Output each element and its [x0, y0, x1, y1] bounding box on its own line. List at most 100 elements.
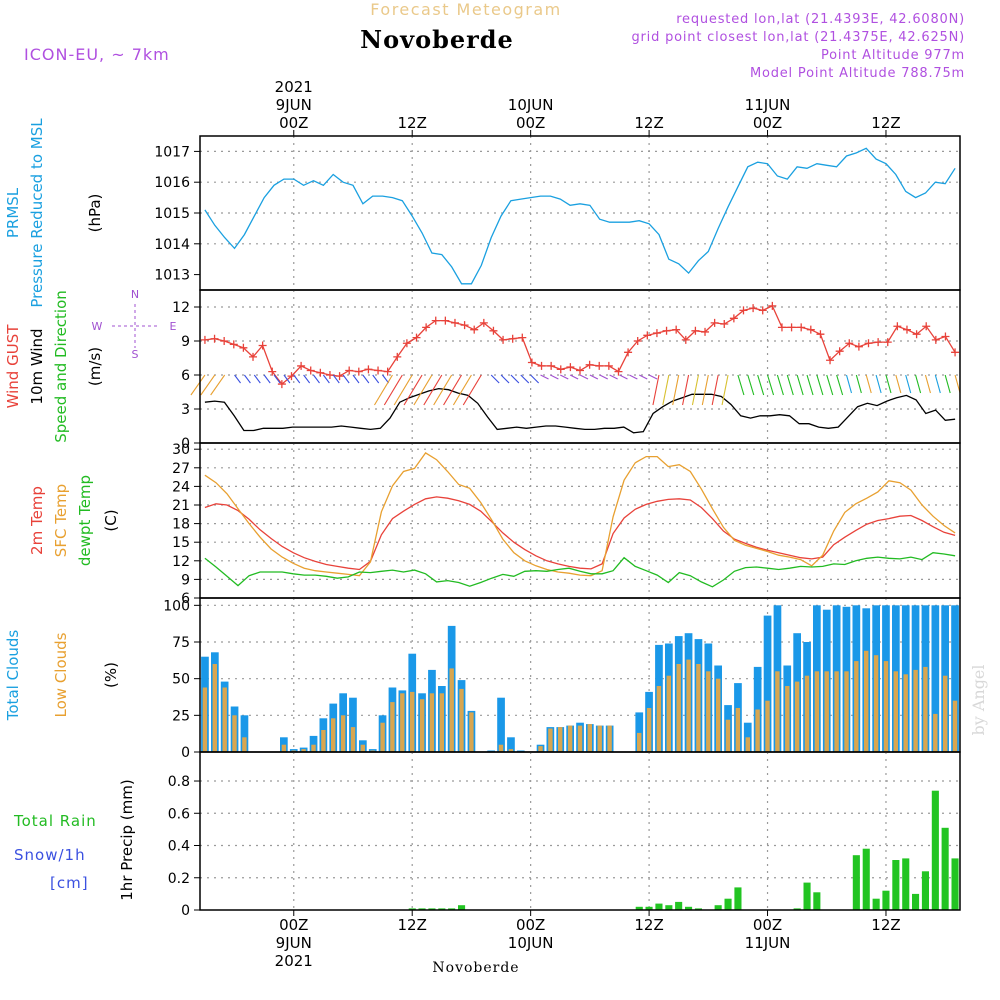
gust-point: [470, 325, 479, 334]
bar: [714, 905, 722, 910]
wind-arrow: [737, 374, 745, 396]
gust-point: [912, 330, 921, 339]
wind-arrow: [210, 374, 226, 396]
bar: [775, 671, 780, 752]
y-tick-label: 6: [181, 368, 190, 384]
bar: [240, 715, 249, 752]
wind-arrow: [313, 374, 320, 384]
bar: [665, 905, 673, 910]
series-line: [204, 496, 956, 571]
bar: [725, 719, 731, 752]
bar: [232, 715, 237, 752]
wind-arrow: [589, 374, 599, 380]
gust-point: [595, 361, 604, 370]
bar: [587, 724, 592, 752]
bar: [212, 664, 217, 752]
bar: [694, 908, 702, 910]
hour-label: 00Z: [516, 916, 545, 934]
bar: [686, 659, 691, 752]
y-tick-label: 0: [181, 745, 190, 761]
gust-point: [422, 323, 431, 332]
gust-point: [556, 365, 565, 374]
wind-arrow: [786, 374, 794, 396]
bar: [408, 908, 416, 910]
gust-point: [547, 361, 556, 370]
day-label: 9JUN: [276, 934, 312, 952]
top-title: Forecast Meteogram: [370, 0, 561, 19]
gust-point: [662, 326, 671, 335]
wind-arrow: [579, 374, 589, 380]
bar: [635, 906, 643, 910]
panel-label: 2m Temp: [28, 486, 46, 555]
wind-arrow: [452, 374, 472, 406]
hour-label: 12Z: [634, 114, 663, 132]
y-tick-label: 12: [172, 300, 190, 316]
bar: [340, 715, 346, 752]
gust-point: [383, 367, 392, 376]
bar: [931, 605, 940, 752]
wind-arrow: [303, 374, 311, 384]
bar: [813, 892, 821, 910]
gust-point: [854, 342, 863, 351]
bar: [854, 661, 859, 752]
gust-point: [402, 339, 411, 348]
gust-point: [941, 332, 950, 341]
wind-arrow: [806, 374, 814, 396]
bar: [814, 671, 820, 752]
bar: [844, 671, 849, 752]
gust-point: [902, 325, 911, 334]
bar: [834, 671, 839, 752]
gust-point: [681, 335, 690, 344]
gust-point: [566, 363, 575, 372]
wind-arrow: [190, 374, 206, 396]
y-tick-label: 12: [172, 554, 190, 570]
wind-arrow: [662, 374, 670, 406]
svg-text:N: N: [131, 288, 139, 301]
series-line: [204, 147, 956, 285]
wind-arrow: [915, 374, 922, 394]
gust-point: [277, 380, 286, 389]
wind-arrow: [500, 374, 510, 384]
wind-arrow: [462, 374, 482, 406]
y-tick-label: 30: [172, 442, 190, 458]
model-altitude: Model Point Altitude 788.75m: [750, 66, 965, 81]
bar: [941, 827, 949, 910]
panel-label: Pressure Reduced to MSL: [28, 118, 46, 308]
bar: [418, 908, 426, 910]
y-tick-label: 27: [172, 461, 190, 477]
gust-point: [845, 339, 854, 348]
bar: [676, 664, 681, 752]
bar: [635, 712, 644, 752]
bar: [380, 722, 385, 752]
year-label: 2021: [275, 952, 313, 970]
panel-label: 10m Wind: [28, 328, 46, 404]
bar: [793, 908, 801, 910]
gust-point: [354, 367, 363, 376]
gust-point: [229, 340, 238, 349]
bar: [655, 903, 663, 910]
precip-label: 1hr Precip (mm): [118, 779, 136, 900]
gust-point: [460, 321, 469, 330]
bar: [448, 908, 456, 910]
gust-point: [489, 326, 498, 335]
temperature-panel: 6 9 12 15 18 21 24 27 30 2m Temp SFC Temp dewpt Tem…: [28, 442, 961, 607]
bar: [804, 675, 810, 752]
wind-panel: 0 3 6 9 12 N S W E Wind GUST 10m Wind Speed and Dir…: [4, 288, 961, 452]
y-tick-label: 0.2: [168, 871, 190, 887]
bar: [666, 675, 671, 752]
compass-icon: N S W E: [92, 288, 177, 361]
wind-arrow: [550, 374, 559, 380]
y-tick-label: 6: [181, 591, 190, 607]
bar: [577, 725, 583, 752]
wind-arrow: [599, 374, 608, 380]
wind-arrow: [510, 374, 520, 384]
bar: [428, 908, 436, 910]
series-total-rain: [408, 790, 959, 910]
bar: [419, 699, 425, 752]
footer-location: Novoberde: [432, 960, 519, 976]
wind-arrow: [609, 374, 618, 380]
wind-arrow: [342, 374, 350, 384]
gust-point: [518, 333, 527, 342]
bar: [349, 697, 357, 752]
gust-point: [441, 316, 450, 325]
